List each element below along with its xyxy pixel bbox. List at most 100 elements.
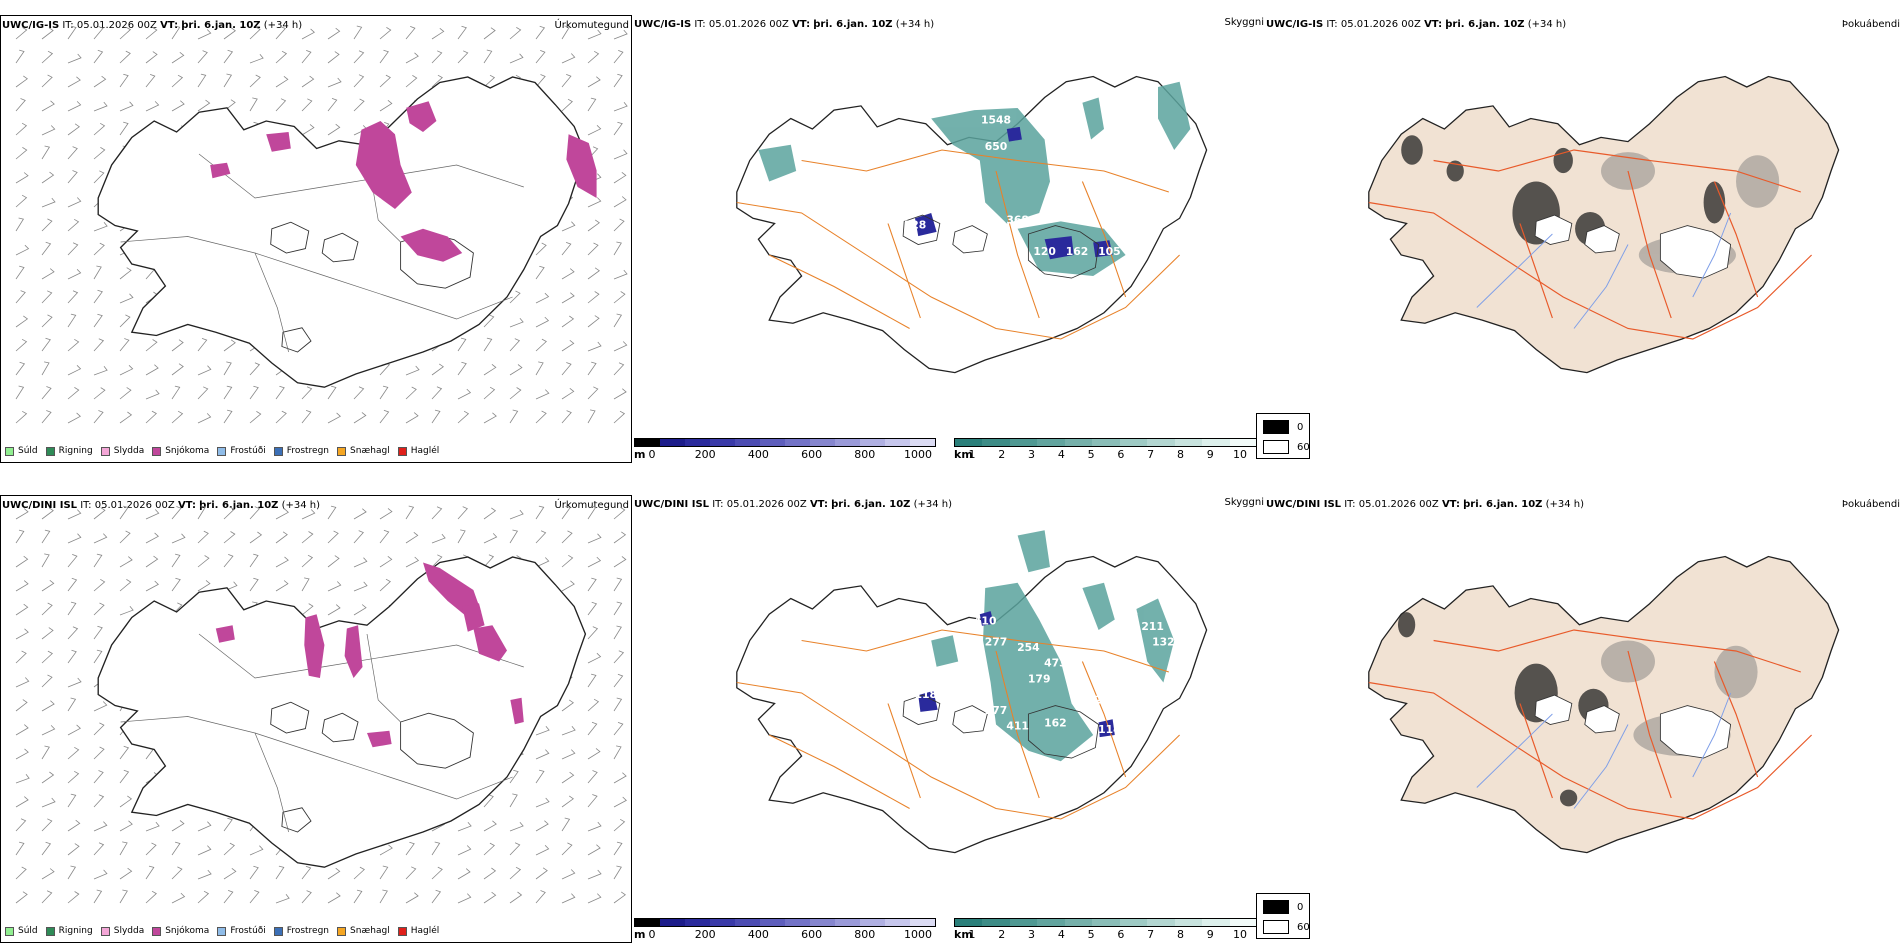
wind-barb [119, 867, 133, 880]
wind-barb [15, 410, 28, 424]
wind-barb [561, 842, 573, 856]
colorbar-tick: 10 [1233, 448, 1247, 461]
wind-barb [119, 556, 133, 568]
wind-barb [587, 219, 600, 232]
wind-barb [431, 74, 443, 88]
wind-barb [223, 531, 236, 544]
cloud-base-value-label: 1548 [981, 114, 1011, 127]
wind-barb [587, 97, 597, 112]
cloud-base-value-label: 410 [974, 615, 997, 628]
wind-barb [535, 557, 550, 568]
panel-title: Úrkomutegund [554, 20, 629, 31]
wind-barb [223, 49, 234, 64]
wind-barb [171, 51, 185, 64]
wind-barb [327, 604, 341, 616]
wind-barb [93, 701, 108, 712]
wind-barb [249, 411, 262, 424]
wind-barb [301, 410, 312, 424]
legend-item: Rigning [45, 926, 93, 936]
wind-barb [249, 577, 259, 592]
colorbar-segment [910, 919, 935, 926]
wind-barb [613, 241, 622, 256]
wind-barb [587, 505, 597, 520]
wind-barb [119, 365, 134, 376]
colorbar-segment [685, 439, 710, 446]
wind-barb [249, 865, 259, 880]
wind-barb [93, 625, 103, 640]
wind-barb [41, 386, 52, 400]
wind-barb [223, 842, 235, 856]
colorbar-tick: 9 [1206, 928, 1214, 941]
wind-barb [171, 892, 186, 904]
wind-barb [119, 795, 133, 808]
panel-title: Skyggni [1224, 17, 1264, 28]
wind-barb [275, 410, 287, 424]
legend-item: Súld [5, 926, 38, 936]
wind-barb [41, 290, 53, 304]
wind-barb [93, 507, 106, 520]
wind-barb [535, 316, 550, 328]
wind-barb [535, 265, 545, 280]
wind-barb [41, 314, 53, 328]
wind-barb [561, 410, 572, 424]
wind-barb [509, 364, 523, 376]
wind-barb [561, 530, 573, 544]
wind-barb [41, 700, 55, 712]
wind-barb [457, 868, 471, 880]
colorbar-segment [835, 439, 860, 446]
wind-barb [145, 842, 157, 856]
precip-legend: Súld Rigning Slydda Snjókoma Frostúði Frostre… [5, 446, 439, 456]
snow-areas [215, 562, 524, 748]
colorbar-segment [760, 439, 785, 446]
wind-barb [275, 26, 286, 40]
legend-label: Slydda [113, 926, 145, 936]
wind-barb [67, 242, 79, 256]
wind-barb [561, 339, 575, 352]
wind-barb [457, 821, 472, 832]
wind-barb [379, 409, 390, 424]
cloud-base-value-label: 142 [925, 182, 948, 195]
wind-barb [67, 649, 77, 664]
colorbar-segment [955, 919, 983, 926]
cloud-base-value-label: 130 [747, 182, 770, 195]
colorbar-segment [982, 439, 1010, 446]
wind-barb [197, 845, 212, 856]
wind-barb [93, 889, 103, 904]
wind-barb [15, 774, 30, 784]
colorbar-tick: 7 [1147, 928, 1155, 941]
fog-legend: 0 60 [1256, 413, 1310, 459]
wind-barb [15, 866, 27, 880]
wind-barb [15, 650, 27, 664]
cloud-base-value-label: 118 [915, 688, 938, 701]
legend-item: Slydda [100, 446, 144, 456]
wind-barb [587, 673, 597, 688]
wind-barb [613, 625, 622, 640]
legend-swatch [273, 926, 283, 936]
wind-barb [119, 411, 133, 424]
wind-barb [119, 73, 129, 88]
wind-barb [145, 410, 157, 424]
wind-barb [41, 771, 55, 784]
legend-item: Frostúði [217, 446, 266, 456]
wind-barb [93, 602, 105, 616]
wind-barb [41, 650, 53, 664]
wind-barb [275, 865, 285, 880]
cloud-base-value-label: 277 [985, 636, 1008, 649]
colorbar-tick: 400 [747, 448, 769, 461]
wind-barb [509, 290, 521, 304]
wind-barb [613, 865, 622, 880]
wind-barb [457, 410, 470, 424]
wind-barb [405, 841, 415, 856]
wind-barb [67, 365, 82, 376]
wind-barb [431, 506, 443, 520]
wind-barb [67, 819, 81, 832]
wind-barb [197, 50, 208, 64]
wind-barb [535, 530, 547, 544]
wind-barb [15, 555, 29, 568]
precip-legend: Súld Rigning Slydda Snjókoma Frostúði Frostre… [5, 926, 439, 936]
legend-label: Rigning [58, 446, 93, 456]
wind-barb [587, 893, 602, 904]
wind-barb [223, 554, 234, 568]
wind-barb [67, 313, 77, 328]
wind-barb [457, 25, 467, 40]
